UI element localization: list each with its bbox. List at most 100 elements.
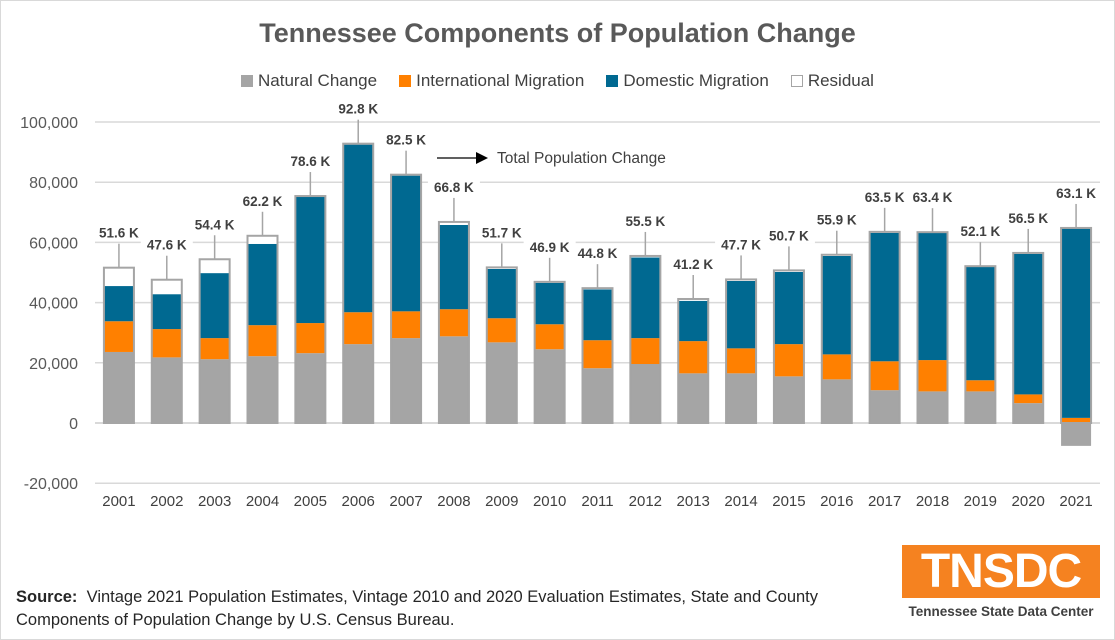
tnsdc-logo: TNSDC: [902, 545, 1100, 598]
bar-natural-change: [678, 373, 709, 423]
y-tick-label: 0: [69, 416, 78, 433]
bar-natural-change: [295, 353, 326, 423]
bar-domestic-migration: [1061, 227, 1092, 418]
total-label: 51.7 K: [482, 225, 522, 240]
x-tick-label: 2006: [342, 493, 375, 510]
legend-label: Natural Change: [258, 71, 378, 90]
label-bg: [284, 152, 337, 170]
total-label: 82.5 K: [386, 133, 426, 148]
legend-item-residual: Residual: [790, 71, 874, 91]
bar-natural-change: [965, 391, 996, 423]
total-label: 56.5 K: [1008, 211, 1048, 226]
y-tick-label: -20,000: [24, 476, 78, 493]
bar-international-migration: [103, 321, 134, 352]
bar-residual: [199, 259, 230, 274]
source-text: Vintage 2021 Population Estimates, Vinta…: [16, 588, 819, 629]
x-tick-label: 2019: [964, 493, 997, 510]
bar-international-migration: [151, 329, 182, 358]
bar-domestic-migration: [582, 289, 613, 341]
x-tick-label: 2013: [677, 493, 710, 510]
bar-international-migration: [917, 360, 948, 392]
x-tick-label: 2008: [437, 493, 470, 510]
bar-domestic-migration: [295, 196, 326, 324]
total-label: 47.6 K: [147, 238, 187, 253]
bar-domestic-migration: [917, 232, 948, 361]
bar-international-migration: [247, 325, 278, 357]
logo-subtitle: Tennessee State Data Center: [908, 604, 1094, 619]
total-label: 46.9 K: [530, 240, 570, 255]
bar-domestic-migration: [630, 257, 661, 339]
x-tick-label: 2007: [389, 493, 422, 510]
legend-swatch: [399, 75, 412, 87]
bar-domestic-migration: [678, 300, 709, 342]
total-label: 92.8 K: [338, 102, 378, 117]
chart-title: Tennessee Components of Population Chang…: [259, 18, 856, 48]
bar-natural-change: [821, 379, 852, 423]
bar-natural-change: [391, 338, 422, 423]
bar-domestic-migration: [438, 224, 469, 310]
label-bg: [332, 99, 385, 117]
bar-domestic-migration: [534, 282, 565, 325]
x-tick-label: 2001: [102, 493, 135, 510]
label-bg: [236, 191, 289, 209]
bar-international-migration: [582, 340, 613, 369]
label-bg: [762, 226, 815, 244]
legend: Natural Change International Migration D…: [0, 71, 1115, 91]
bar-international-migration: [965, 380, 996, 392]
legend-label: International Migration: [416, 71, 585, 90]
x-tick-label: 2009: [485, 493, 518, 510]
bar-natural-change: [1013, 403, 1044, 423]
bar-international-migration: [486, 318, 517, 343]
bar-natural-change: [103, 351, 134, 423]
bar-international-migration: [821, 354, 852, 380]
total-label: 63.5 K: [865, 190, 905, 205]
label-bg: [571, 244, 624, 262]
total-label: 50.7 K: [769, 228, 809, 243]
bar-residual: [151, 279, 182, 295]
bar-international-migration: [534, 324, 565, 350]
bar-domestic-migration: [391, 175, 422, 312]
x-tick-label: 2014: [724, 493, 757, 510]
bar-domestic-migration: [965, 266, 996, 381]
total-label: 63.1 K: [1056, 186, 1096, 201]
x-tick-label: 2012: [629, 493, 662, 510]
bar-international-migration: [438, 309, 469, 337]
bar-international-migration: [343, 312, 374, 345]
bar-international-migration: [1013, 394, 1044, 404]
bar-domestic-migration: [773, 271, 804, 345]
bar-natural-change: [534, 349, 565, 423]
total-label: 52.1 K: [960, 224, 1000, 239]
total-label: 66.8 K: [434, 180, 474, 195]
bar-residual: [438, 221, 469, 225]
x-tick-label: 2002: [150, 493, 183, 510]
x-tick-label: 2003: [198, 493, 231, 510]
total-label: 51.6 K: [99, 226, 139, 241]
source-note: Source: Vintage 2021 Population Estimate…: [16, 586, 856, 632]
x-tick-label: 2015: [772, 493, 805, 510]
total-label: 55.9 K: [817, 213, 857, 228]
label-bg: [1050, 183, 1103, 201]
total-label: 44.8 K: [578, 246, 618, 261]
bar-residual: [247, 235, 278, 244]
total-label: 62.2 K: [243, 194, 283, 209]
x-tick-label: 2018: [916, 493, 949, 510]
y-tick-label: 20,000: [29, 356, 78, 373]
bar-residual: [103, 267, 134, 287]
bar-domestic-migration: [1013, 253, 1044, 395]
bar-international-migration: [869, 361, 900, 391]
label-bg: [475, 223, 528, 241]
bar-international-migration: [773, 344, 804, 377]
bar-natural-change: [151, 357, 182, 423]
total-label: 63.4 K: [913, 190, 953, 205]
bar-natural-change: [917, 391, 948, 423]
legend-label: Domestic Migration: [623, 71, 769, 90]
legend-swatch: [606, 75, 619, 87]
bar-domestic-migration: [343, 144, 374, 313]
label-bg: [1002, 208, 1055, 226]
bar-natural-change: [582, 368, 613, 423]
bar-domestic-migration: [821, 255, 852, 355]
legend-swatch: [241, 75, 254, 87]
bar-natural-change: [773, 376, 804, 423]
bar-natural-change: [199, 359, 230, 423]
bar-natural-change: [343, 344, 374, 423]
